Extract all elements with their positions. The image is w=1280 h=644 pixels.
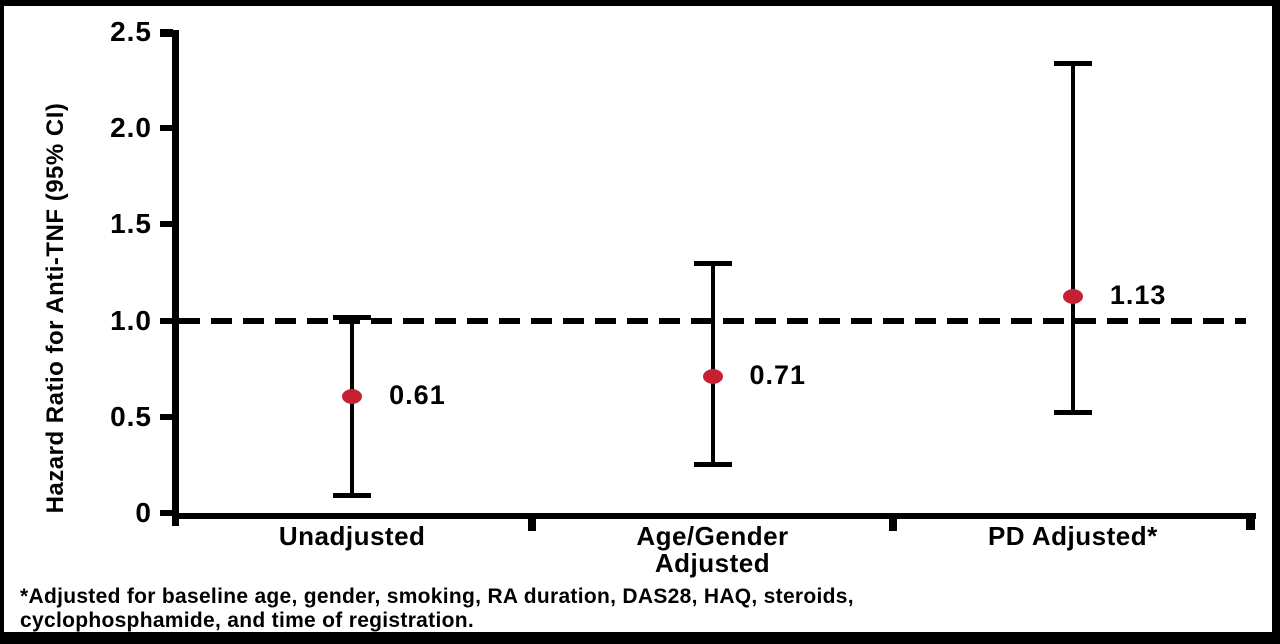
point-value-label: 1.13 xyxy=(1109,279,1167,310)
point-value-label: 0.61 xyxy=(389,379,446,410)
y-tick-mark xyxy=(160,29,173,35)
point-marker-unadjusted xyxy=(342,388,363,404)
y-tick-label: 0 xyxy=(135,497,152,528)
x-category-label: PD Adjusted* xyxy=(987,521,1158,551)
y-tick-label: 2.0 xyxy=(110,112,152,144)
y-tick-label: 2.5 xyxy=(110,16,152,47)
y-tick-label: 1.5 xyxy=(110,208,152,240)
ci-line xyxy=(350,316,355,496)
y-tick-mark xyxy=(160,221,173,228)
ci-line xyxy=(1070,62,1075,413)
y-tick-label: 1.0 xyxy=(110,304,152,336)
point-marker-pd-adjusted xyxy=(1062,288,1083,304)
x-tick-mark xyxy=(888,517,897,531)
ci-upper-cap xyxy=(693,260,732,266)
y-axis-title: Hazard Ratio for Anti-TNF (95% CI) xyxy=(42,102,69,514)
x-axis-line xyxy=(172,513,1256,519)
x-axis-end-cap xyxy=(1246,513,1255,530)
y-tick-mark xyxy=(160,413,173,420)
footnote: *Adjusted for baseline age, gender, smok… xyxy=(20,585,854,632)
y-tick-mark xyxy=(160,125,173,132)
frame-border-top xyxy=(0,0,1280,6)
y-tick-mark xyxy=(160,510,173,516)
ci-upper-cap xyxy=(333,314,372,320)
ci-lower-cap xyxy=(333,492,372,498)
frame-border-left xyxy=(0,0,4,644)
ci-line xyxy=(710,262,715,465)
frame-border-bottom xyxy=(0,632,1280,644)
y-tick-label: 0.5 xyxy=(110,400,152,432)
x-category-label: Age/Gender Adjusted xyxy=(636,521,789,578)
x-tick-mark xyxy=(528,517,537,531)
ci-upper-cap xyxy=(1053,60,1092,66)
ci-lower-cap xyxy=(693,461,732,467)
frame-border-right xyxy=(1272,0,1280,644)
point-marker-age-gender-adjusted xyxy=(702,369,723,385)
point-value-label: 0.71 xyxy=(749,360,807,391)
x-category-label: Unadjusted xyxy=(278,521,426,551)
y-axis-line xyxy=(172,30,179,526)
y-tick-mark xyxy=(160,317,173,324)
ci-lower-cap xyxy=(1053,409,1092,415)
